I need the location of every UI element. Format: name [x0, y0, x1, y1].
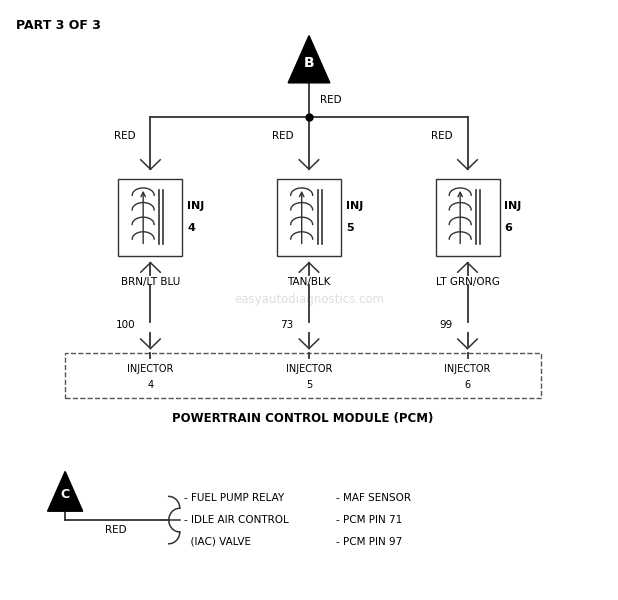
Text: - IDLE AIR CONTROL: - IDLE AIR CONTROL [184, 515, 289, 525]
Text: 5: 5 [306, 380, 312, 390]
Polygon shape [48, 472, 83, 511]
Text: 4: 4 [187, 223, 195, 233]
Text: RED: RED [104, 525, 126, 535]
Text: 4: 4 [148, 380, 153, 390]
Text: RED: RED [272, 131, 294, 141]
Bar [277, 179, 341, 256]
Text: easyautodiagnostics.com: easyautodiagnostics.com [234, 293, 384, 307]
Bar [436, 179, 499, 256]
Text: INJECTOR: INJECTOR [444, 364, 491, 374]
Text: RED: RED [431, 131, 452, 141]
Text: RED: RED [114, 131, 135, 141]
Text: 5: 5 [346, 223, 353, 233]
Text: - PCM PIN 97: - PCM PIN 97 [336, 537, 403, 547]
Text: BRN/LT BLU: BRN/LT BLU [121, 277, 180, 287]
Text: 100: 100 [116, 320, 135, 331]
Text: 73: 73 [281, 320, 294, 331]
Text: 99: 99 [439, 320, 452, 331]
Text: TAN/BLK: TAN/BLK [287, 277, 331, 287]
Text: - FUEL PUMP RELAY: - FUEL PUMP RELAY [184, 493, 284, 503]
Text: 6: 6 [465, 380, 470, 390]
Text: RED: RED [320, 95, 342, 105]
Text: INJECTOR: INJECTOR [286, 364, 332, 374]
Text: 6: 6 [504, 223, 512, 233]
Text: PART 3 OF 3: PART 3 OF 3 [16, 19, 101, 32]
Text: INJ: INJ [504, 201, 522, 211]
Text: - MAF SENSOR: - MAF SENSOR [336, 493, 412, 503]
Bar [65, 353, 541, 398]
Text: INJ: INJ [187, 201, 205, 211]
Text: B: B [303, 56, 315, 70]
Bar [119, 179, 182, 256]
Text: INJ: INJ [346, 201, 363, 211]
Text: INJECTOR: INJECTOR [127, 364, 174, 374]
Text: - PCM PIN 71: - PCM PIN 71 [336, 515, 403, 525]
Polygon shape [288, 35, 330, 83]
Text: (IAC) VALVE: (IAC) VALVE [184, 537, 251, 547]
Text: C: C [61, 488, 70, 500]
Text: POWERTRAIN CONTROL MODULE (PCM): POWERTRAIN CONTROL MODULE (PCM) [172, 412, 434, 425]
Text: LT GRN/ORG: LT GRN/ORG [436, 277, 499, 287]
